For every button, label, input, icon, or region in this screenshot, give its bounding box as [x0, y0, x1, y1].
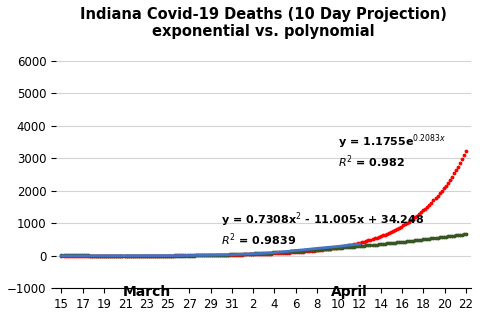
Title: Indiana Covid-19 Deaths (10 Day Projection)
exponential vs. polynomial: Indiana Covid-19 Deaths (10 Day Projecti…: [80, 7, 446, 39]
Text: y = 1.1755e$^{0.2083x}$
$R^2$ = 0.982: y = 1.1755e$^{0.2083x}$ $R^2$ = 0.982: [337, 132, 446, 170]
Text: April: April: [330, 285, 367, 299]
Text: y = 0.7308x$^2$ - 11.005x + 34.248
$R^2$ = 0.9839: y = 0.7308x$^2$ - 11.005x + 34.248 $R^2$…: [221, 211, 423, 248]
Text: March: March: [122, 285, 170, 299]
